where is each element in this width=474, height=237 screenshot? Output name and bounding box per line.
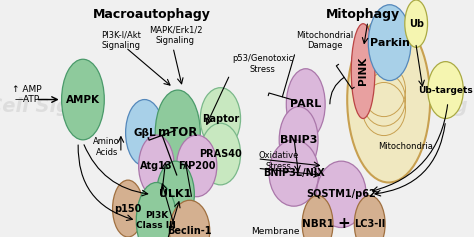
Ellipse shape — [269, 140, 319, 206]
Ellipse shape — [351, 24, 375, 119]
Text: Signaling: Signaling — [366, 97, 468, 116]
Ellipse shape — [286, 69, 325, 140]
Ellipse shape — [428, 62, 463, 118]
Text: Beclin-1: Beclin-1 — [167, 226, 212, 236]
Text: Mitochondrial
Damage: Mitochondrial Damage — [296, 31, 354, 50]
Text: Membrane: Membrane — [251, 227, 300, 236]
Ellipse shape — [126, 100, 164, 166]
Text: BNIP3: BNIP3 — [280, 135, 317, 145]
Text: mTOR: mTOR — [158, 126, 198, 139]
Ellipse shape — [113, 180, 143, 237]
Ellipse shape — [155, 90, 200, 175]
Text: Oxidative
Stress: Oxidative Stress — [258, 151, 299, 171]
Text: ↑ AMP
—ATP: ↑ AMP —ATP — [12, 85, 42, 105]
Ellipse shape — [200, 123, 241, 185]
Text: Cell Sign...: Cell Sign... — [0, 97, 107, 116]
Text: SQSTM1/p62: SQSTM1/p62 — [306, 189, 376, 199]
Text: PI3K-I/Akt
Signaling: PI3K-I/Akt Signaling — [101, 31, 141, 50]
Text: AMPK: AMPK — [66, 95, 100, 105]
Ellipse shape — [279, 107, 318, 173]
Ellipse shape — [170, 200, 210, 237]
Text: ULK1: ULK1 — [159, 189, 191, 199]
Text: Amino
Acids: Amino Acids — [93, 137, 120, 157]
Text: PARL: PARL — [290, 99, 321, 109]
Text: Raptor: Raptor — [202, 114, 239, 123]
Ellipse shape — [405, 0, 428, 47]
Ellipse shape — [137, 182, 177, 237]
Text: p150: p150 — [114, 204, 142, 214]
Text: Ub: Ub — [409, 19, 424, 29]
Ellipse shape — [302, 196, 333, 237]
Text: LC3-II: LC3-II — [354, 219, 385, 229]
Ellipse shape — [138, 135, 174, 197]
Text: Atg13: Atg13 — [140, 161, 173, 171]
Text: Macroautophagy: Macroautophagy — [93, 8, 210, 21]
Ellipse shape — [62, 59, 104, 140]
Text: p53/Genotoxic
Stress: p53/Genotoxic Stress — [232, 54, 293, 74]
Text: FIP200: FIP200 — [178, 161, 216, 171]
Text: GβL: GβL — [133, 128, 156, 138]
Ellipse shape — [355, 196, 385, 237]
Text: NBR1: NBR1 — [301, 219, 334, 229]
Text: Mitophagy: Mitophagy — [326, 8, 400, 21]
Ellipse shape — [347, 17, 430, 182]
Ellipse shape — [176, 135, 217, 197]
Ellipse shape — [200, 88, 241, 149]
Text: Parkin: Parkin — [370, 38, 410, 48]
Text: BNIP3L/NIX: BNIP3L/NIX — [263, 168, 325, 178]
Text: Mitochondria: Mitochondria — [378, 142, 433, 151]
Text: +: + — [338, 216, 350, 232]
Text: PI3K
Class III: PI3K Class III — [137, 211, 176, 230]
Text: Ub‑targets: Ub‑targets — [418, 86, 473, 95]
Text: PRAS40: PRAS40 — [199, 149, 242, 159]
Text: MAPK/Erk1/2
Signaling: MAPK/Erk1/2 Signaling — [149, 26, 202, 45]
Ellipse shape — [368, 5, 411, 81]
Text: PINK: PINK — [358, 57, 368, 85]
Ellipse shape — [316, 161, 366, 228]
Ellipse shape — [156, 161, 194, 228]
